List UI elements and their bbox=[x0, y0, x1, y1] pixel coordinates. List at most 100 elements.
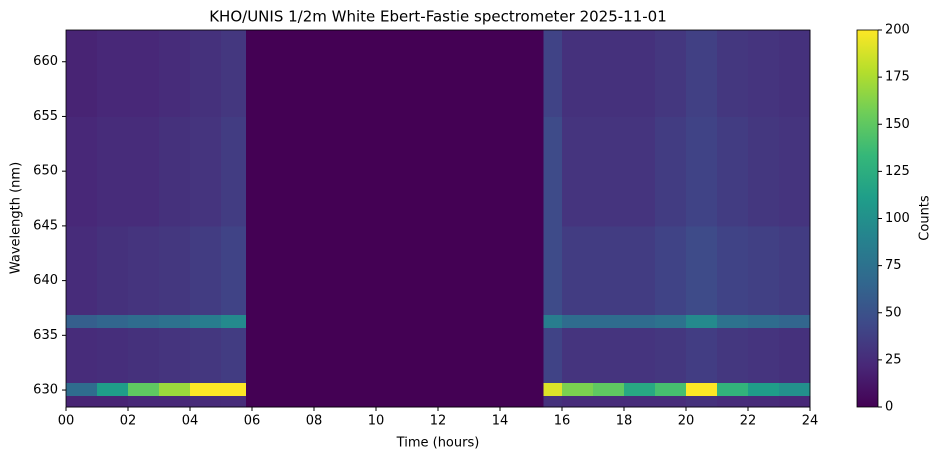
heatmap-cell bbox=[97, 314, 129, 329]
heatmap-cell bbox=[655, 30, 687, 117]
heatmap-cell bbox=[717, 30, 749, 117]
heatmap-cell bbox=[624, 382, 656, 397]
heatmap-cell bbox=[128, 314, 160, 329]
x-tick-label: 16 bbox=[554, 414, 571, 429]
heatmap-cell bbox=[655, 314, 687, 329]
heatmap-cell bbox=[686, 30, 718, 117]
heatmap-cell bbox=[190, 382, 222, 397]
heatmap-cell bbox=[245, 225, 544, 316]
heatmap-cell bbox=[717, 225, 749, 316]
y-axis-label: Wavelength (nm) bbox=[9, 162, 24, 274]
heatmap-cell bbox=[655, 395, 687, 408]
heatmap-cell bbox=[128, 30, 160, 117]
heatmap-cell bbox=[245, 116, 544, 227]
heatmap-cell bbox=[624, 327, 656, 383]
heatmap-cell bbox=[779, 382, 811, 397]
heatmap-cell bbox=[543, 395, 563, 408]
heatmap-cell bbox=[159, 395, 191, 408]
heatmap-cell bbox=[221, 395, 247, 408]
heatmap-cell bbox=[97, 327, 129, 383]
heatmap-cell bbox=[748, 225, 780, 316]
heatmap-cell bbox=[190, 225, 222, 316]
heatmap-cell bbox=[655, 327, 687, 383]
colorbar-label: Counts bbox=[918, 195, 933, 241]
heatmap-cell bbox=[66, 116, 98, 227]
heatmap-cell bbox=[717, 395, 749, 408]
heatmap-cell bbox=[593, 30, 625, 117]
heatmap-cell bbox=[159, 30, 191, 117]
x-tick-label: 12 bbox=[430, 414, 447, 429]
x-tick-label: 20 bbox=[678, 414, 695, 429]
heatmap-cell bbox=[221, 225, 247, 316]
y-tick-label: 630 bbox=[33, 383, 58, 398]
x-tick-label: 00 bbox=[58, 414, 75, 429]
x-axis-label: Time (hours) bbox=[396, 436, 480, 451]
heatmap-cell bbox=[779, 327, 811, 383]
colorbar-tick-label: 175 bbox=[885, 70, 910, 85]
heatmap-cell bbox=[748, 116, 780, 227]
heatmap-cell bbox=[245, 30, 544, 117]
heatmap-cell bbox=[66, 395, 98, 408]
heatmap-cell bbox=[66, 314, 98, 329]
colorbar-tick-label: 100 bbox=[885, 211, 910, 226]
x-tick-label: 22 bbox=[740, 414, 757, 429]
heatmap-cell bbox=[624, 116, 656, 227]
heatmap-cell bbox=[543, 225, 563, 316]
heatmap-cell bbox=[748, 314, 780, 329]
x-tick-label: 14 bbox=[492, 414, 509, 429]
heatmap-cell bbox=[562, 327, 594, 383]
colorbar-tick-label: 50 bbox=[885, 305, 902, 320]
colorbar-tick-label: 200 bbox=[885, 23, 910, 38]
heatmap-cell bbox=[159, 116, 191, 227]
heatmap-cell bbox=[562, 30, 594, 117]
y-tick-label: 660 bbox=[33, 54, 58, 69]
heatmap-cell bbox=[686, 225, 718, 316]
heatmap-cell bbox=[562, 225, 594, 316]
heatmap-cell bbox=[97, 30, 129, 117]
heatmap-cell bbox=[159, 314, 191, 329]
heatmap-cell bbox=[717, 314, 749, 329]
heatmap-cell bbox=[190, 30, 222, 117]
colorbar-tick-label: 150 bbox=[885, 117, 910, 132]
x-tick-label: 10 bbox=[368, 414, 385, 429]
heatmap-cell bbox=[97, 116, 129, 227]
heatmap-cell bbox=[245, 314, 544, 329]
heatmap-cell bbox=[221, 382, 247, 397]
heatmap-cell bbox=[686, 382, 718, 397]
heatmap-cell bbox=[717, 327, 749, 383]
y-tick-label: 640 bbox=[33, 273, 58, 288]
heatmap-cell bbox=[779, 30, 811, 117]
heatmap-cell bbox=[593, 327, 625, 383]
heatmap-cell bbox=[245, 382, 544, 397]
x-tick-label: 06 bbox=[244, 414, 261, 429]
heatmap-cell bbox=[686, 395, 718, 408]
heatmap-cell bbox=[748, 382, 780, 397]
heatmap-cell bbox=[159, 327, 191, 383]
heatmap-cell bbox=[624, 395, 656, 408]
colorbar bbox=[856, 29, 879, 408]
heatmap-cell bbox=[779, 225, 811, 316]
heatmap-cell bbox=[221, 327, 247, 383]
heatmap-cell bbox=[779, 395, 811, 408]
heatmap-cell bbox=[543, 327, 563, 383]
y-tick-label: 635 bbox=[33, 328, 58, 343]
x-tick-label: 24 bbox=[802, 414, 819, 429]
heatmap-cell bbox=[245, 395, 544, 408]
heatmap-cell bbox=[66, 30, 98, 117]
heatmap-cell bbox=[717, 116, 749, 227]
heatmap-cell bbox=[686, 314, 718, 329]
heatmap-cell bbox=[543, 116, 563, 227]
heatmap-cell bbox=[593, 116, 625, 227]
heatmap-cell bbox=[128, 116, 160, 227]
heatmap-cell bbox=[66, 225, 98, 316]
heatmap-cell bbox=[245, 327, 544, 383]
y-tick-label: 650 bbox=[33, 164, 58, 179]
heatmap-cell bbox=[128, 327, 160, 383]
heatmap-cell bbox=[66, 382, 98, 397]
y-tick-label: 655 bbox=[33, 109, 58, 124]
heatmap-cell bbox=[128, 382, 160, 397]
heatmap-cell bbox=[593, 395, 625, 408]
heatmap-cell bbox=[66, 327, 98, 383]
colorbar-tick-label: 75 bbox=[885, 258, 902, 273]
